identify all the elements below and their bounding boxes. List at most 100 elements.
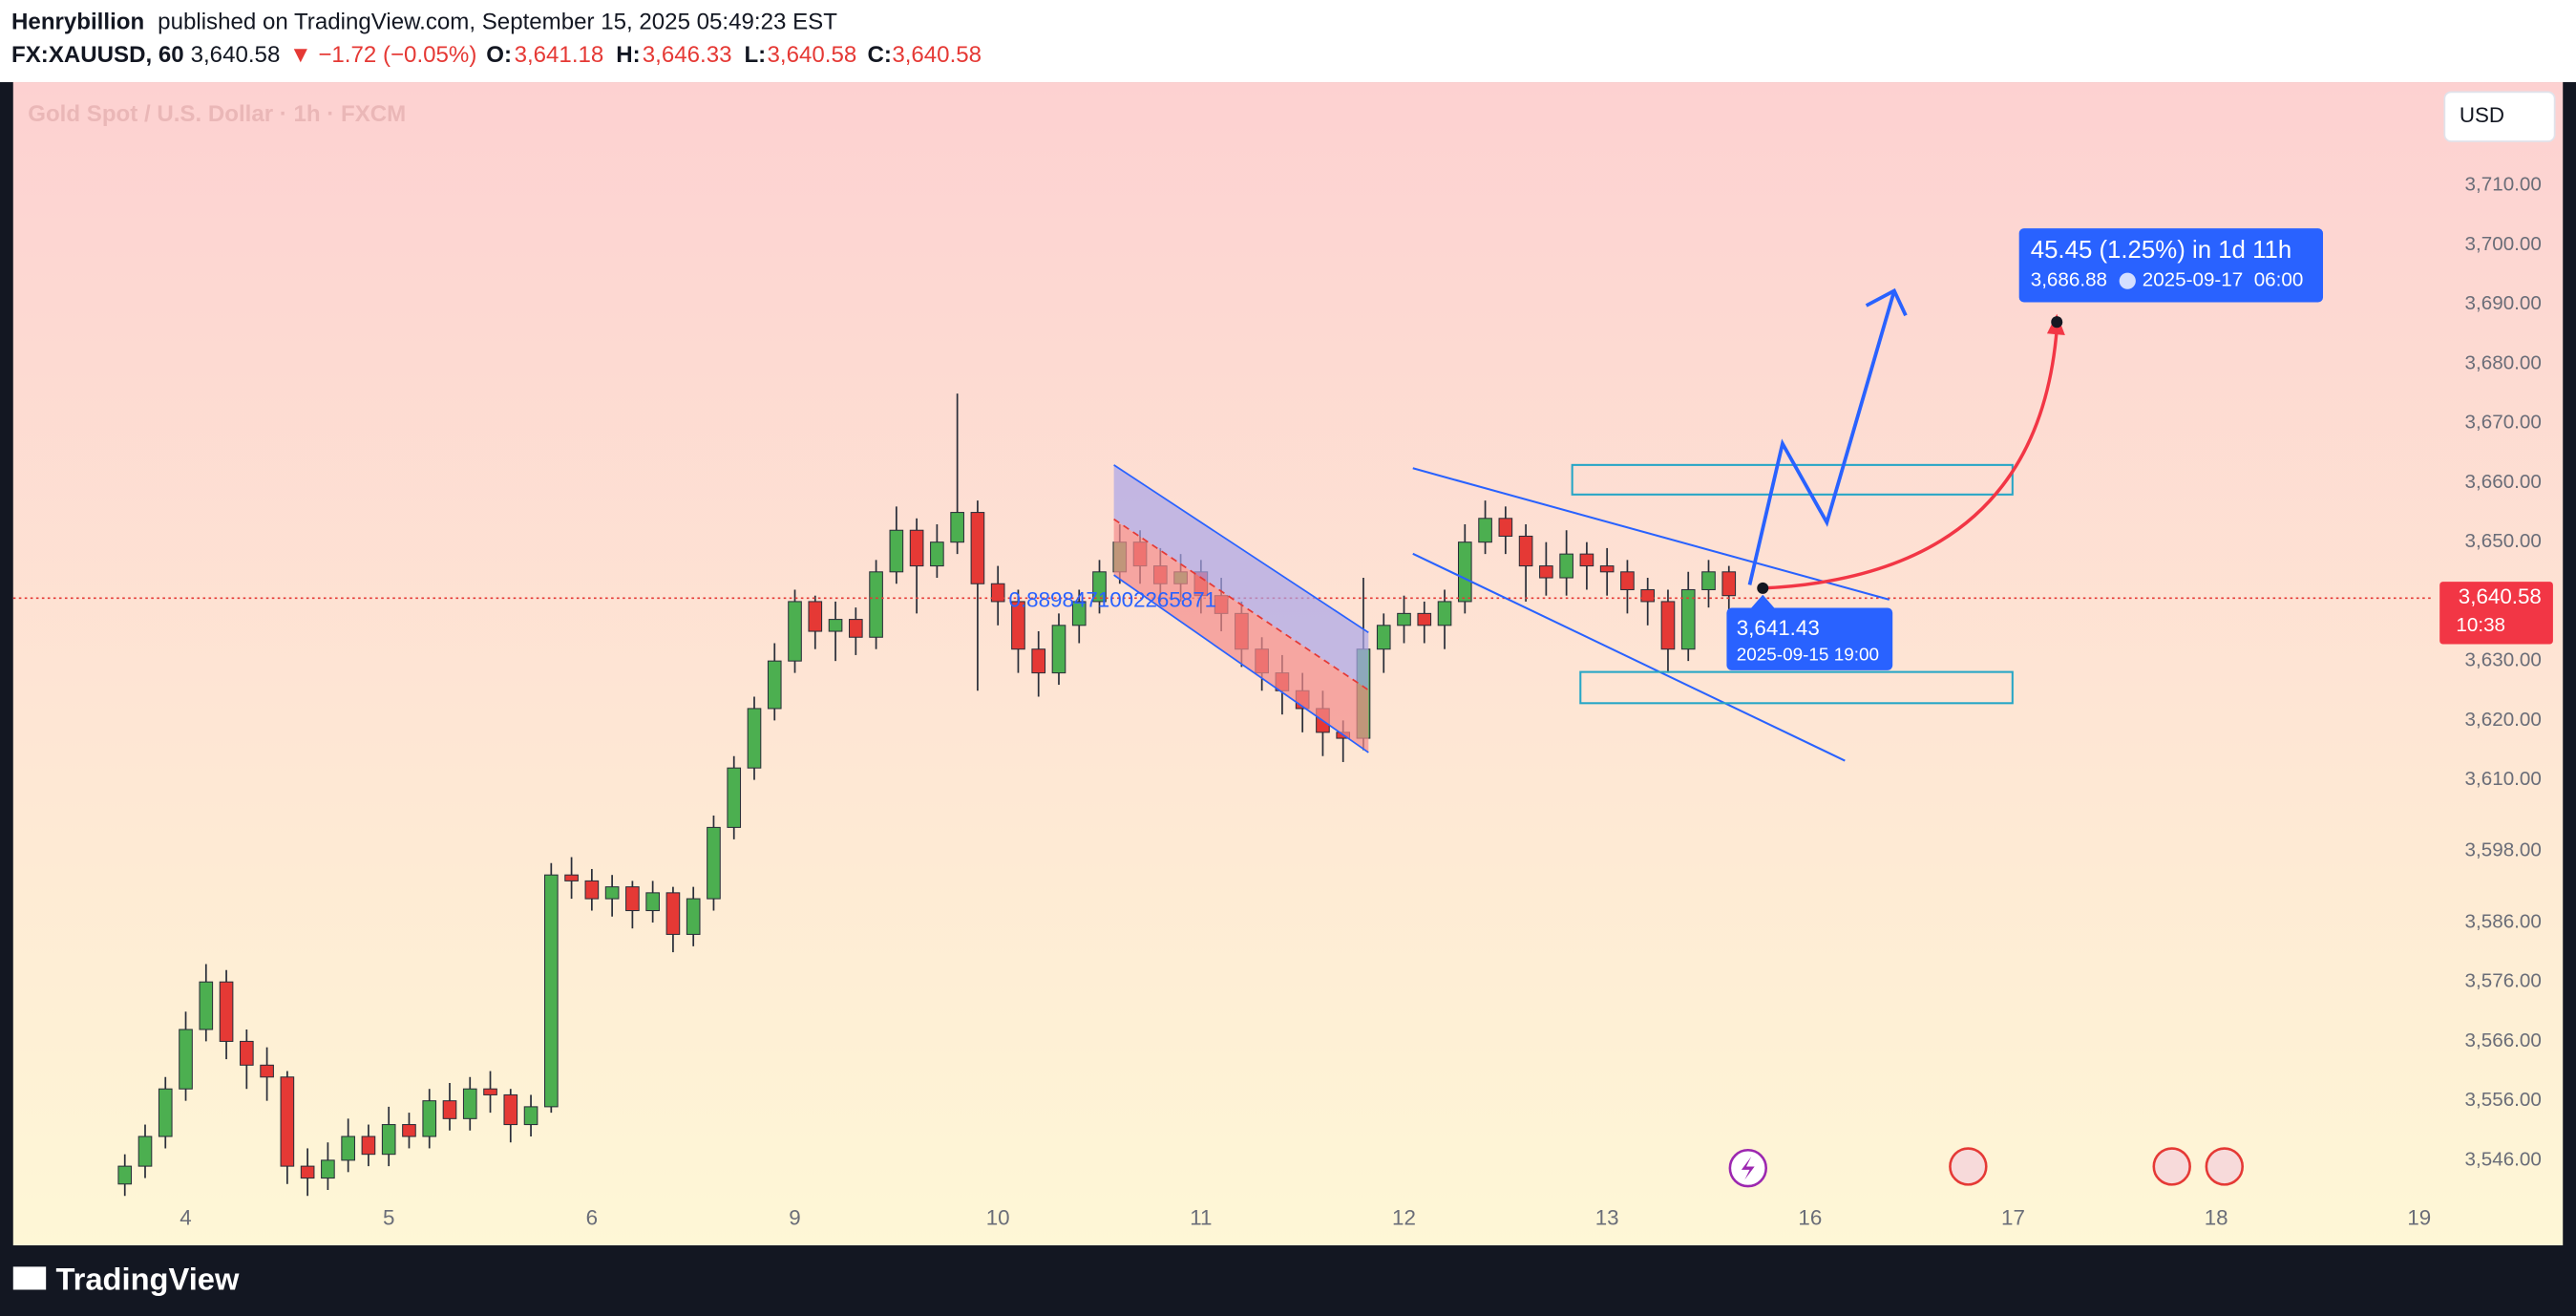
candle-body — [179, 1029, 193, 1090]
candle-body — [402, 1124, 416, 1137]
y-tick-label: 3,598.00 — [2465, 839, 2542, 861]
candle-body — [1721, 571, 1737, 597]
candle-body — [1599, 565, 1615, 573]
candle-body — [300, 1165, 315, 1179]
candle-body — [219, 981, 234, 1042]
channel-lower — [1113, 519, 1369, 753]
candle-body — [1437, 601, 1452, 626]
candle-body — [523, 1106, 538, 1126]
candle-body — [361, 1136, 376, 1156]
candle-body — [788, 601, 802, 662]
candle-body — [1620, 571, 1635, 590]
candle-body — [1559, 553, 1573, 579]
event-icon[interactable] — [1949, 1147, 1988, 1186]
point-price: 3,641.43 — [1737, 616, 1820, 640]
candle-body — [1457, 541, 1472, 603]
y-tick-label: 3,556.00 — [2465, 1089, 2542, 1111]
published: published on TradingView.com, September … — [158, 9, 837, 34]
event-icon-bolt — [1741, 1157, 1755, 1180]
candle-body — [1680, 588, 1696, 650]
y-tick-label: 3,700.00 — [2465, 233, 2542, 255]
candle-body — [1701, 571, 1716, 590]
event-icon[interactable] — [2205, 1147, 2244, 1186]
x-tick-label: 18 — [2205, 1205, 2228, 1229]
candle-body — [909, 529, 924, 567]
target-box — [2018, 228, 2324, 303]
event-icon[interactable] — [2152, 1147, 2191, 1186]
channel-line — [1113, 574, 1369, 754]
x-tick-label: 12 — [1392, 1205, 1416, 1229]
x-tick-label: 19 — [2407, 1205, 2431, 1229]
y-tick-label: 3,690.00 — [2465, 292, 2542, 314]
zone — [1571, 463, 2014, 496]
point-time: 2025-09-15 19:00 — [1737, 645, 1879, 665]
candle-body — [1376, 625, 1391, 650]
candle-body — [381, 1124, 396, 1156]
y-tick-label: 3,586.00 — [2465, 910, 2542, 932]
x-tick-label: 4 — [179, 1205, 191, 1229]
symbol: FX:XAUUSD, 60 — [11, 42, 184, 68]
candle-body — [1417, 612, 1432, 626]
y-tick-label: 3,660.00 — [2465, 471, 2542, 493]
candle-body — [686, 898, 701, 935]
candle-body — [117, 1165, 133, 1185]
candle-body — [707, 826, 721, 900]
logo — [12, 1266, 47, 1290]
ohlc-value: 3,641.18 — [515, 42, 604, 68]
candle-body — [584, 880, 600, 900]
candle-body — [503, 1093, 518, 1126]
candle-body — [1539, 565, 1553, 579]
candle-body — [544, 874, 559, 1108]
candle-body — [930, 541, 944, 567]
y-tick-label: 3,576.00 — [2465, 970, 2542, 992]
candle-body — [625, 886, 640, 912]
candle-body — [970, 512, 985, 584]
candle-body — [1498, 518, 1513, 537]
candle-body — [889, 529, 904, 573]
candle-body — [1660, 601, 1676, 650]
x-tick-label: 13 — [1595, 1205, 1619, 1229]
channel-mid — [1113, 518, 1369, 691]
y-tick-label: 3,630.00 — [2465, 649, 2542, 671]
candle-body — [1011, 601, 1025, 650]
candle-body — [422, 1100, 437, 1137]
y-tick-label: 3,546.00 — [2465, 1148, 2542, 1170]
candle-body — [564, 874, 579, 881]
target-point — [2051, 316, 2063, 329]
candle-body — [1640, 588, 1656, 603]
candle-body — [1092, 571, 1107, 603]
projection-arrow — [1747, 289, 1896, 585]
candle-body — [665, 892, 681, 935]
candle-body — [1071, 601, 1087, 626]
arrow-head — [1865, 287, 1908, 317]
candle-body — [950, 512, 964, 543]
y-tick-label: 3,620.00 — [2465, 709, 2542, 731]
y-tick-label: 3,610.00 — [2465, 768, 2542, 790]
y-tick-label: 3,670.00 — [2465, 412, 2542, 434]
clock-icon — [2119, 272, 2136, 289]
wedge-line — [1412, 467, 1890, 601]
wedge-line — [1412, 552, 1846, 762]
y-tick-label: 3,680.00 — [2465, 351, 2542, 373]
channel-line — [1113, 464, 1369, 634]
x-tick-label: 9 — [789, 1205, 800, 1229]
countdown: 10:38 — [2456, 614, 2505, 636]
channel-upper — [1113, 464, 1369, 690]
ohlc-key: L: — [744, 42, 766, 68]
price: 3,640.58 — [191, 42, 281, 68]
candle-body — [462, 1088, 477, 1119]
currency[interactable]: USD — [2460, 103, 2504, 127]
candle-body — [727, 767, 742, 828]
y-tick-label: 3,566.00 — [2465, 1029, 2542, 1051]
candle-body — [280, 1076, 295, 1167]
candle-body — [869, 571, 883, 638]
candle-body — [442, 1100, 457, 1119]
candle-body — [158, 1088, 173, 1137]
candle-body — [1397, 612, 1411, 626]
candle-body — [848, 619, 863, 638]
candle-body — [199, 981, 214, 1030]
last-price-box — [2439, 582, 2553, 645]
currency-button[interactable] — [2443, 91, 2556, 142]
candle-body — [828, 619, 843, 632]
candle-body — [1478, 518, 1492, 543]
